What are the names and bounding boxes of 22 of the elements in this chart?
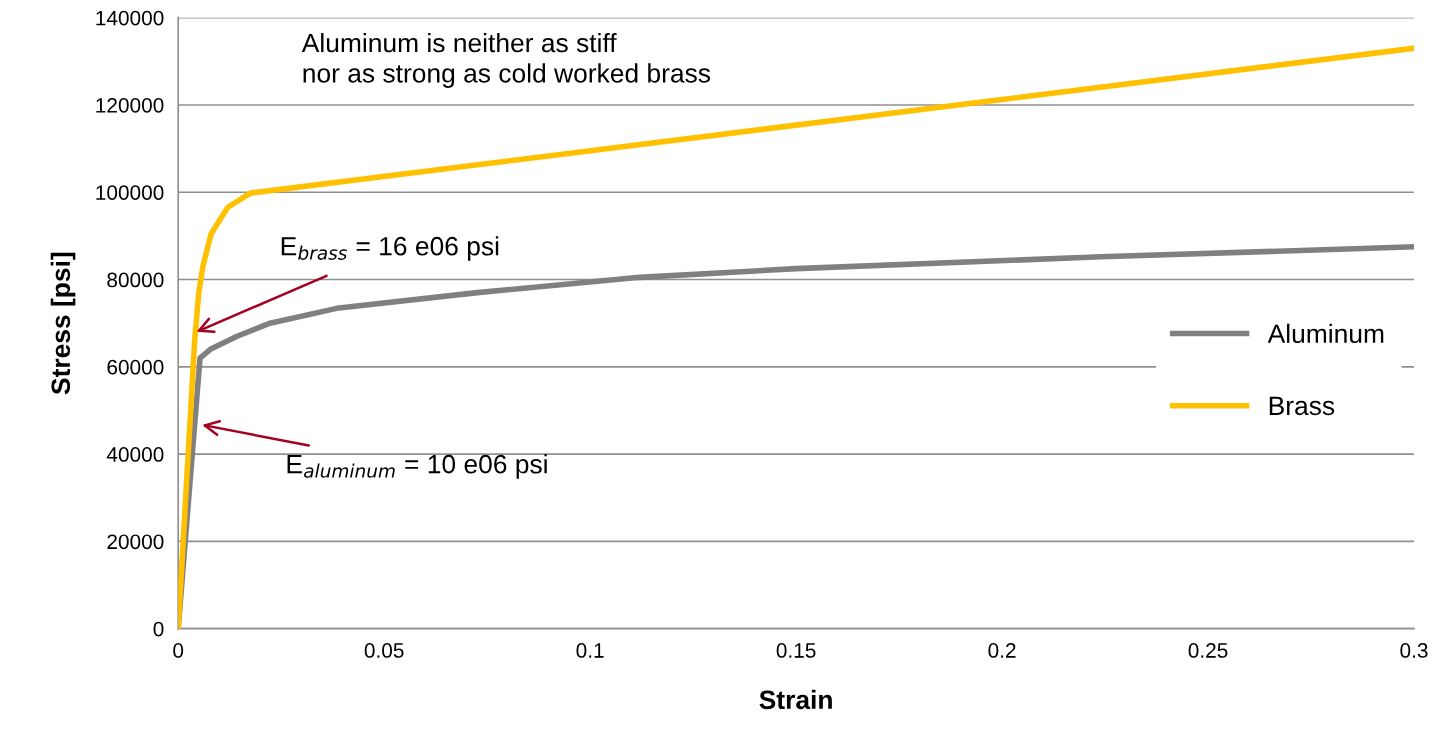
y-tick-label: 20000 [107,534,164,550]
x-axis-title: Strain [759,689,832,710]
annotation: E$_{aluminum}$ = 10 e06 psi [287,454,547,479]
y-axis-title: Stress [psi] [50,252,76,395]
x-tick-label: 0.15 [776,643,816,658]
x-tick-label: 0.3 [1400,643,1428,658]
y-tick-label: 0 [153,621,164,637]
y-tick-label: 60000 [107,359,164,375]
x-tick-label: 0.05 [364,643,404,658]
y-tick-label: 100000 [96,185,164,201]
y-tick-label: 80000 [107,272,164,288]
x-tick-label: 0.1 [576,643,604,658]
annotation: Aluminum is neither as stiff nor as strong as cold worked brass [301,32,711,88]
x-tick-label: 0.25 [1188,643,1228,658]
legend-label: Aluminum [1267,323,1384,344]
x-tick-label: 0 [173,643,184,658]
x-tick-label: 0.2 [988,643,1016,658]
y-tick-label: 40000 [106,447,164,462]
y-tick-label: 140000 [96,10,164,26]
legend-label: Brass [1269,396,1335,416]
y-tick-label: 120000 [96,97,164,113]
annotation: E$_{brass}$ = 16 e06 psi [281,236,499,261]
